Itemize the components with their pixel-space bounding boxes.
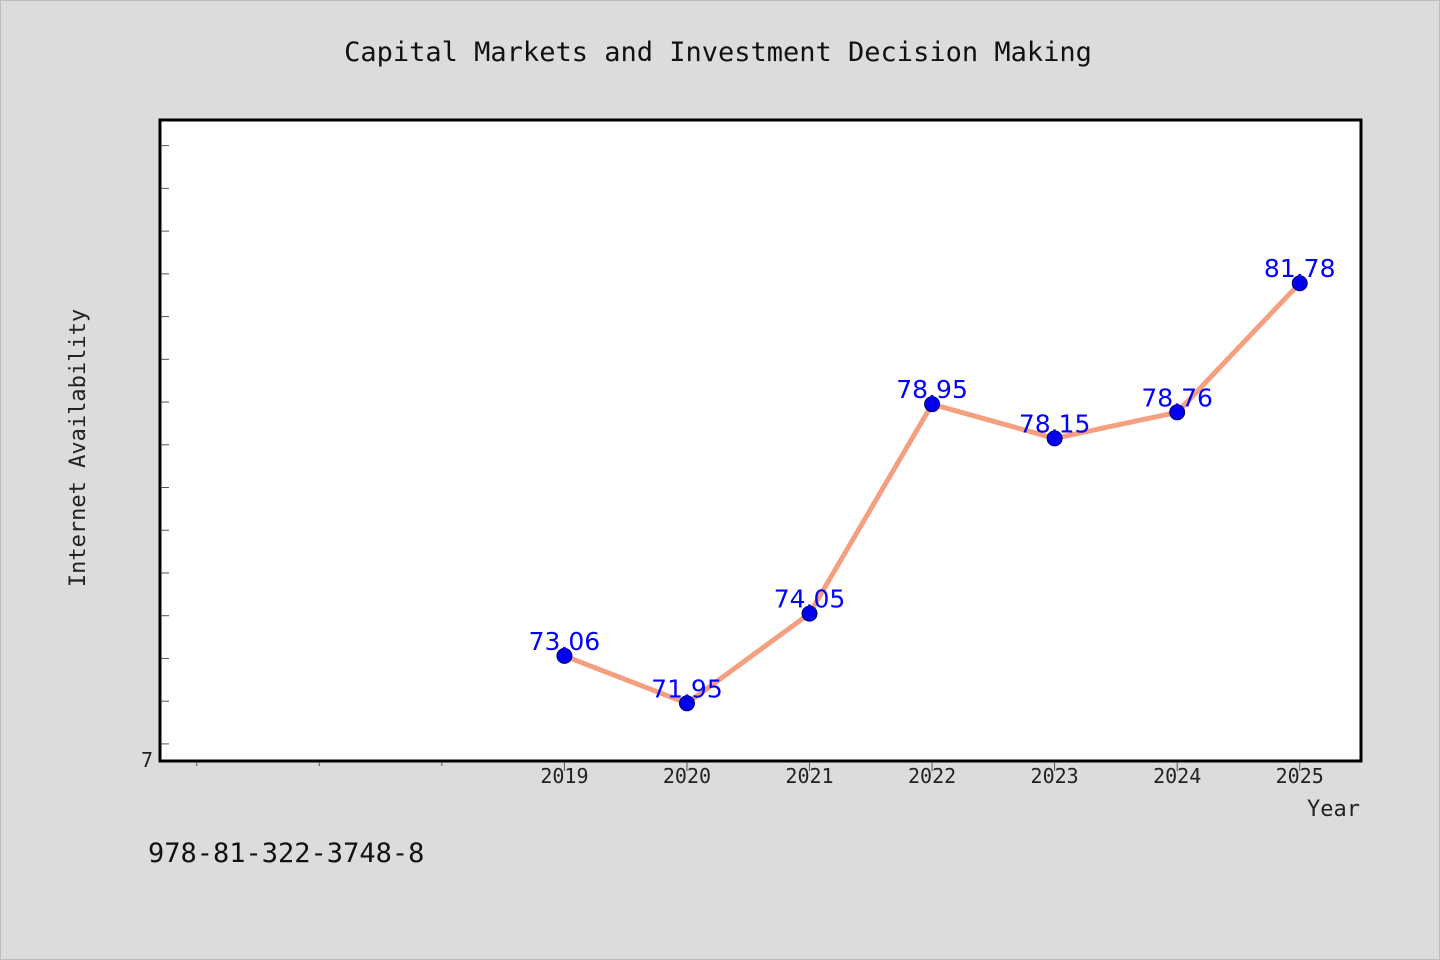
data-point: [1169, 404, 1186, 421]
data-label: 73.06: [529, 627, 601, 656]
data-point: [924, 396, 941, 413]
data-label: 74.05: [774, 585, 846, 614]
data-label: 81.78: [1264, 254, 1336, 283]
x-tick-label: 2025: [1276, 764, 1324, 788]
x-tick-label: 2021: [785, 764, 833, 788]
data-label: 78.95: [896, 375, 968, 404]
x-tick-label: 2023: [1031, 764, 1079, 788]
data-label: 78.76: [1141, 383, 1213, 412]
x-tick-label: 2019: [540, 764, 588, 788]
footer-isbn: 978-81-322-3748-8: [148, 838, 424, 869]
data-label: 71.95: [651, 674, 723, 703]
y-axis-label: Internet Availability: [66, 309, 91, 587]
x-tick-label: 2020: [663, 764, 711, 788]
data-label: 78.15: [1019, 409, 1091, 438]
data-point: [1046, 430, 1063, 447]
x-axis-label: Year: [1307, 797, 1360, 822]
x-axis-ticks: [196, 762, 1301, 771]
x-tick-label: 2022: [908, 764, 956, 788]
x-tick-labels: 2019 2020 2021 2022 2023 2024 2025: [540, 764, 1323, 788]
plot-area: [158, 118, 1363, 763]
data-point: [556, 647, 573, 664]
chart-title: Capital Markets and Investment Decision …: [344, 37, 1092, 68]
data-point: [1291, 275, 1308, 292]
series-layer: 73.06 71.95 74.05 78.95 78.15 78.76 81.78: [529, 254, 1336, 712]
data-point: [678, 695, 695, 712]
y-tick-label: 7: [141, 748, 153, 772]
x-tick-label: 2024: [1153, 764, 1201, 788]
data-point: [801, 605, 818, 622]
y-axis-ticks: [161, 145, 169, 745]
